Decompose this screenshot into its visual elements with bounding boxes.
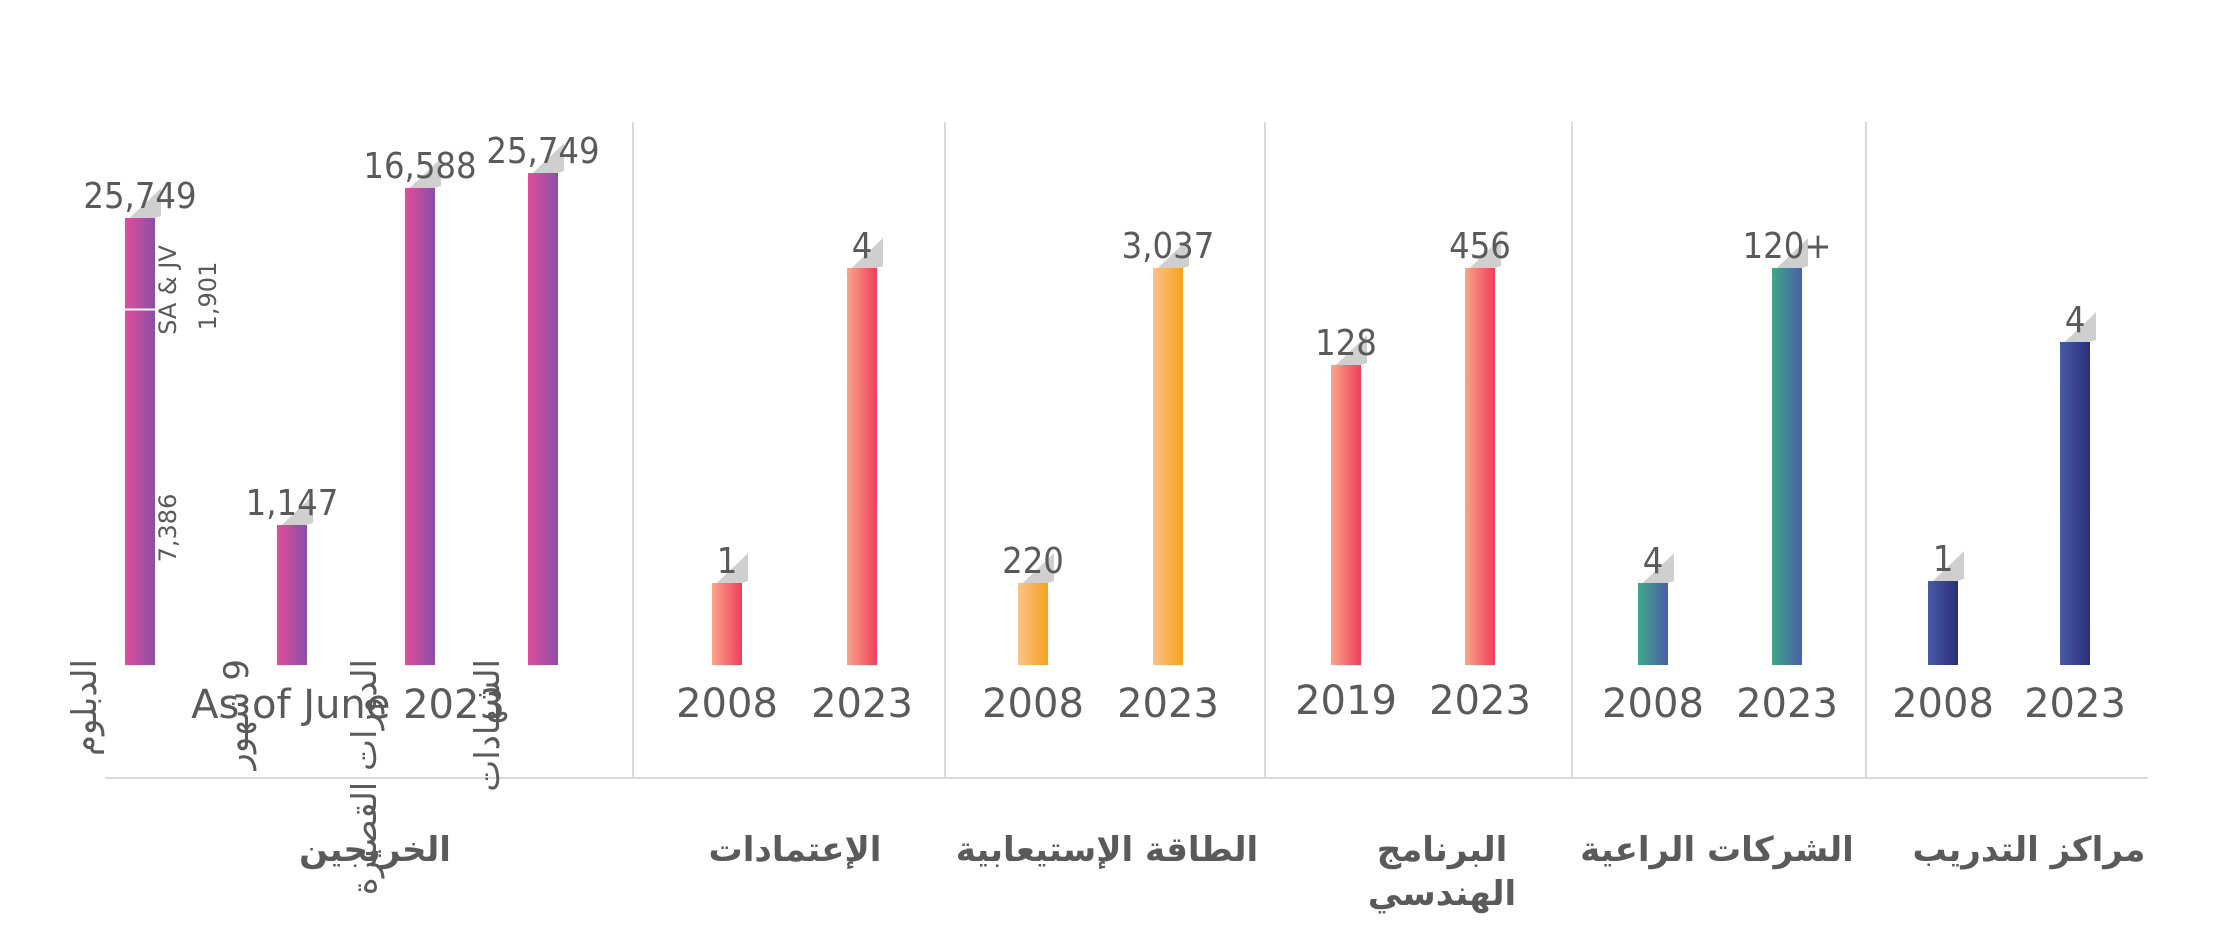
section-label: البرنامج الهندسي bbox=[1367, 830, 1517, 914]
value-label: 4 bbox=[852, 226, 873, 267]
category-label: الشهادات bbox=[468, 659, 508, 792]
value-tag bbox=[397, 158, 441, 200]
bar-group bbox=[1920, 551, 1964, 665]
bar-group bbox=[520, 143, 564, 665]
segment-value-label: 1,901 bbox=[194, 262, 222, 331]
value-tag bbox=[839, 238, 883, 280]
bar-group bbox=[1764, 238, 1808, 665]
value-label: 16,588 bbox=[363, 146, 476, 187]
value-label: 220 bbox=[1002, 541, 1064, 582]
category-label: 9 شهور bbox=[217, 659, 257, 772]
year-label: 2008 bbox=[1892, 681, 1994, 727]
bar bbox=[277, 525, 307, 665]
bar-group bbox=[839, 238, 883, 665]
bar bbox=[1638, 583, 1668, 665]
bar-group bbox=[1457, 238, 1501, 665]
year-label: 2008 bbox=[1602, 681, 1704, 727]
value-tag bbox=[1920, 551, 1964, 593]
year-label: 2008 bbox=[982, 681, 1084, 727]
segment-value-label: 7,386 bbox=[154, 494, 182, 563]
value-tag bbox=[117, 188, 161, 230]
value-label: 4 bbox=[1643, 541, 1664, 582]
year-label: 2023 bbox=[2024, 681, 2126, 727]
bar-group bbox=[1630, 553, 1674, 665]
value-tag bbox=[269, 495, 313, 537]
value-label: 25,749 bbox=[486, 131, 599, 172]
bar bbox=[1018, 583, 1048, 665]
year-label: 2023 bbox=[1736, 681, 1838, 727]
value-tag bbox=[2052, 312, 2096, 354]
bar bbox=[125, 218, 155, 665]
bar-group bbox=[397, 158, 441, 665]
bar bbox=[1465, 268, 1495, 665]
bar bbox=[1928, 581, 1958, 665]
category-label: الدبلوم bbox=[65, 659, 105, 756]
year-label: 2023 bbox=[1117, 681, 1219, 727]
value-tag bbox=[520, 143, 564, 185]
bar bbox=[847, 268, 877, 665]
year-label: 2023 bbox=[1429, 678, 1531, 724]
bar bbox=[405, 188, 435, 665]
bar bbox=[1153, 268, 1183, 665]
value-label: 4 bbox=[2065, 300, 2086, 341]
section-label: مراكز التدريب bbox=[1912, 830, 2146, 870]
value-tag bbox=[1764, 238, 1808, 280]
section-label: الإعتمادات bbox=[708, 830, 882, 870]
section-label: الشركات الراعية bbox=[1580, 830, 1854, 870]
section-label: الخريجين bbox=[299, 830, 451, 870]
bar-group bbox=[704, 553, 748, 665]
chart-axes bbox=[105, 122, 2148, 779]
year-label: 2019 bbox=[1295, 678, 1397, 724]
bar-group bbox=[1145, 238, 1189, 665]
bar-group bbox=[269, 495, 313, 665]
value-tag bbox=[1457, 238, 1501, 280]
section-label: الطاقة الإستيعابية bbox=[955, 830, 1259, 870]
bar-group bbox=[1323, 335, 1367, 665]
bar bbox=[528, 173, 558, 665]
value-label: 128 bbox=[1315, 323, 1377, 364]
year-label: 2023 bbox=[811, 681, 913, 727]
value-label: 1 bbox=[1933, 539, 1954, 580]
value-label: 456 bbox=[1449, 226, 1511, 267]
year-label: 2008 bbox=[676, 681, 778, 727]
bar bbox=[1331, 365, 1361, 665]
value-label: 3,037 bbox=[1122, 226, 1215, 267]
value-tag bbox=[1010, 553, 1054, 595]
value-label: 120+ bbox=[1743, 226, 1832, 267]
bar-group bbox=[1010, 553, 1054, 665]
bar-group bbox=[117, 188, 161, 665]
value-label: 1,147 bbox=[246, 483, 339, 524]
segment-note-label: SA & JV bbox=[154, 245, 182, 335]
bar bbox=[2060, 342, 2090, 665]
bar bbox=[1772, 268, 1802, 665]
value-tag bbox=[1630, 553, 1674, 595]
value-tag bbox=[1145, 238, 1189, 280]
group-caption: As of June 2023 bbox=[191, 682, 505, 728]
value-tag bbox=[1323, 335, 1367, 377]
bar bbox=[712, 583, 742, 665]
chart-marks: 25,749 الدبلوم 7,386 1,901 SA & JV 1,147 9 شهو… bbox=[65, 131, 2126, 895]
category-label: الدورات القصيرة bbox=[345, 659, 385, 895]
value-tag bbox=[704, 553, 748, 595]
value-label: 25,749 bbox=[83, 176, 196, 217]
value-label: 1 bbox=[717, 541, 738, 582]
bar-group bbox=[2052, 312, 2096, 665]
